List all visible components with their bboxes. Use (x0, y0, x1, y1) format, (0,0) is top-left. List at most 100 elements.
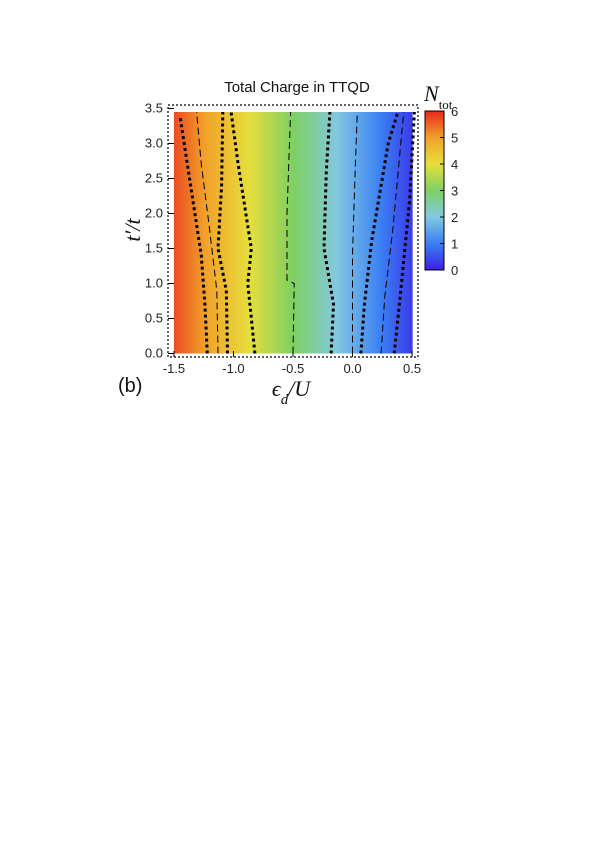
colorbar-tick-label: 1 (451, 237, 458, 252)
heatmap-cell (249, 112, 252, 354)
x-tick-label: -0.5 (282, 361, 304, 376)
y-tick-label: 1.0 (145, 276, 163, 291)
contour-lines (178, 111, 416, 354)
heatmap-cell (293, 112, 296, 354)
colorbar-tick-label: 0 (451, 263, 458, 278)
heatmap-cell (400, 112, 403, 354)
heatmap-cell (237, 112, 241, 354)
y-tick-label: 2.5 (145, 171, 163, 186)
heatmap-cell (277, 112, 280, 354)
heatmap-cell (259, 112, 262, 354)
heatmap-cell (346, 112, 350, 354)
colorbar: 0 1 2 3 4 5 6 (424, 104, 458, 278)
heatmap-cell (243, 112, 246, 354)
x-axis-label: ϵd/U (272, 376, 312, 408)
heatmap-cell (298, 112, 302, 354)
heatmap-cell (201, 112, 205, 354)
colorbar-tick-label: 2 (451, 210, 458, 225)
heatmap-cell (320, 112, 324, 354)
heatmap-cell (269, 112, 272, 354)
heatmap-cell (177, 112, 181, 354)
colorbar-tick-label: 5 (451, 131, 458, 146)
y-tick-label: 0.0 (145, 346, 163, 361)
heatmap-cell (326, 112, 330, 354)
heatmap-cell (263, 112, 266, 354)
contour-line-7 (352, 111, 358, 354)
heatmap-cell (314, 112, 318, 354)
heatmap-cell (344, 112, 348, 354)
heatmap-cell (255, 112, 258, 354)
heatmap-cell (231, 112, 235, 354)
contour-line-8 (359, 111, 400, 354)
heatmap-cell (257, 112, 260, 354)
heatmap-cell (219, 112, 223, 354)
heatmap-cell (267, 112, 270, 354)
heatmap-cell (211, 112, 215, 354)
heatmap-cell (318, 112, 322, 354)
heatmap-cell (338, 112, 342, 354)
axes: -1.5 -1.0 -0.5 0.0 0.5 0.0 0.5 1.0 1.5 2.0 2.5 3.0 3… (145, 101, 421, 377)
heatmap-cell (408, 112, 411, 354)
heatmap-cell (173, 112, 177, 354)
contour-line-3 (216, 111, 229, 354)
contour-line-5 (286, 111, 295, 354)
y-tick-label: 1.5 (145, 241, 163, 256)
heatmap-cell (287, 112, 290, 354)
heatmap-cell (271, 112, 274, 354)
y-tick-label: 3.0 (145, 136, 163, 151)
x-tick-label: -1.0 (222, 361, 244, 376)
heatmap-cell (310, 112, 314, 354)
y-tick-label: 2.0 (145, 206, 163, 221)
heatmap-cell (308, 112, 312, 354)
heatmap-cell (374, 112, 377, 354)
heatmap-cell (312, 112, 316, 354)
y-tick-label: 3.5 (145, 101, 163, 116)
heatmap-cell (233, 112, 237, 354)
heatmap-cell (281, 112, 284, 354)
heatmap-cell (193, 112, 197, 354)
heatmap-cell (384, 112, 387, 354)
heatmap-cell (175, 112, 179, 354)
heatmap-cell (366, 112, 369, 354)
heatmap-cell (382, 112, 385, 354)
heatmap-cell (229, 112, 233, 354)
heatmap-cell (390, 112, 393, 354)
heatmap-cell (304, 112, 308, 354)
heatmap-cell (328, 112, 332, 354)
heatmap-cell (213, 112, 217, 354)
colorbar-tick-label: 4 (451, 157, 458, 172)
heatmap-cell (285, 112, 288, 354)
plot-frame (167, 104, 419, 358)
heatmap-cell (302, 112, 306, 354)
heatmap-cell (253, 112, 256, 354)
heatmap-cell (207, 112, 211, 354)
heatmap-cell (296, 112, 300, 354)
heatmap-cell (203, 112, 207, 354)
heatmap-cell (179, 112, 183, 354)
heatmap-cell (402, 112, 405, 354)
contour-line-1 (178, 115, 209, 354)
heatmap-cell (398, 112, 401, 354)
x-tick-label: -1.5 (163, 361, 185, 376)
contour-line-6 (322, 111, 336, 354)
heatmap-cell (235, 112, 239, 354)
heatmap-cell (336, 112, 340, 354)
colorbar-label: Ntot (423, 81, 453, 112)
contour-line-2 (196, 111, 219, 354)
heatmap-cell (316, 112, 320, 354)
heatmap-cell (187, 112, 191, 354)
y-axis-label: t′/t (120, 218, 145, 242)
heatmap-cell (306, 112, 310, 354)
heatmap-cell (239, 112, 243, 354)
heatmap-cell (354, 112, 358, 354)
plot-area (168, 105, 418, 357)
heatmap-cell (205, 112, 209, 354)
heatmap-cell (265, 112, 268, 354)
heatmap-cell (294, 112, 298, 354)
heatmap-cell (352, 112, 356, 354)
heatmap-cells (173, 112, 413, 354)
heatmap-cell (378, 112, 381, 354)
heatmap-cell (368, 112, 371, 354)
heatmap-cell (245, 112, 248, 354)
heatmap-cell (356, 112, 360, 354)
